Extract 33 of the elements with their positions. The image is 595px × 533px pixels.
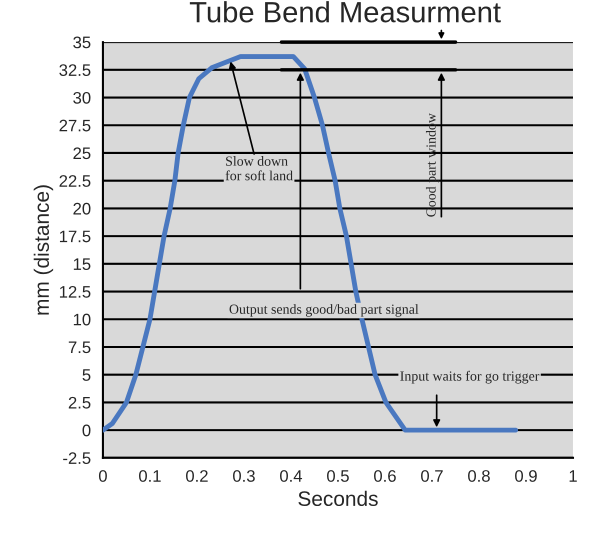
- y-tick-label: 17.5: [60, 230, 90, 242]
- x-tick-label: 0.5: [327, 470, 349, 482]
- x-tick-label: 1: [570, 470, 577, 482]
- chart-title: Tube Bend Measurment: [190, 1, 501, 22]
- y-tick-label: 10: [74, 314, 90, 326]
- annotation: Output sends good/bad part signal: [230, 304, 418, 317]
- x-tick-label: 0.7: [421, 470, 443, 482]
- y-tick-label: 35: [73, 36, 90, 48]
- x-tick-label: 0.8: [468, 470, 490, 482]
- y-tick-label: 30: [73, 92, 90, 104]
- y-tick-label: -2.5: [63, 452, 90, 464]
- x-tick-label: 0.2: [186, 470, 208, 482]
- x-axis-title: Seconds: [298, 490, 378, 506]
- y-tick-label: 20: [73, 202, 90, 215]
- y-tick-label: 22.5: [60, 175, 90, 187]
- annotation: Slow down for soft land: [226, 156, 293, 180]
- x-tick-label: 0.3: [233, 470, 255, 482]
- y-tick-label: 12.5: [60, 286, 90, 298]
- y-tick-label: 32.5: [59, 64, 90, 76]
- x-tick-label: 0.9: [515, 470, 537, 482]
- x-tick-label: 0.1: [139, 470, 161, 482]
- y-tick-label: 25: [73, 147, 90, 160]
- y-tick-label: 0: [82, 424, 90, 436]
- y-tick-label: 7.5: [68, 342, 90, 354]
- y-tick-label: 2.5: [68, 396, 90, 409]
- y-tick-label: 27.5: [60, 120, 90, 132]
- y-tick-label: 5: [82, 369, 90, 381]
- x-tick-label: 0.4: [280, 470, 302, 482]
- annotation: Input waits for go trigger: [400, 370, 540, 384]
- y-axis-title: mm (distance): [34, 185, 54, 315]
- x-tick-label: 0.6: [374, 470, 396, 482]
- y-tick-label: 15: [74, 258, 90, 270]
- x-tick-label: 0: [98, 470, 107, 482]
